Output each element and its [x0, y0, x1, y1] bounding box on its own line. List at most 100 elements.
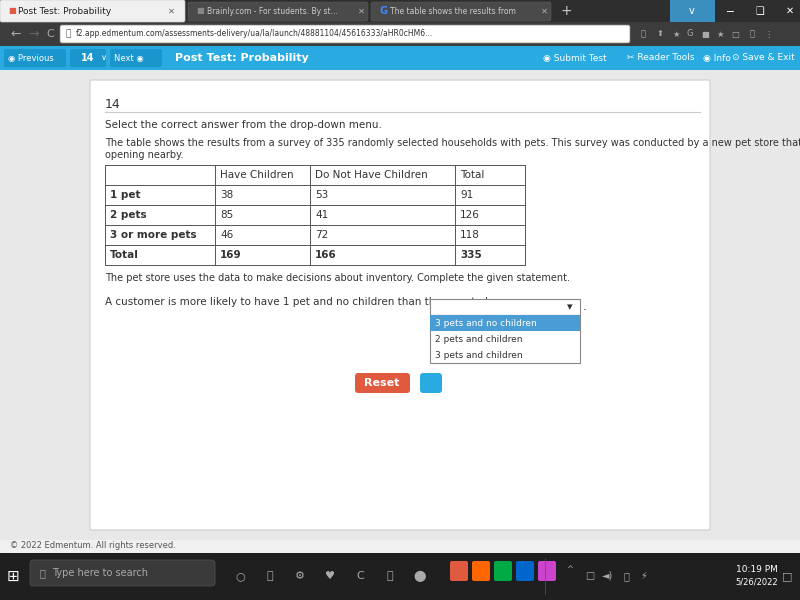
- Text: C: C: [356, 571, 364, 581]
- Text: 41: 41: [315, 210, 328, 220]
- FancyBboxPatch shape: [0, 0, 185, 22]
- Text: ⬆: ⬆: [657, 29, 663, 38]
- Text: ✕: ✕: [786, 6, 794, 16]
- Text: ▾: ▾: [567, 302, 573, 312]
- Text: Do Not Have Children: Do Not Have Children: [315, 170, 428, 180]
- Text: ❑: ❑: [756, 6, 764, 16]
- Bar: [670, 0, 715, 22]
- Text: The table shows the results from: The table shows the results from: [390, 7, 516, 16]
- Text: 1 pet: 1 pet: [110, 190, 141, 200]
- Text: C: C: [46, 29, 54, 39]
- Text: ✂ Reader Tools: ✂ Reader Tools: [627, 53, 694, 62]
- Text: →: →: [28, 28, 38, 40]
- Text: ★: ★: [716, 29, 724, 38]
- Text: f2.app.edmentum.com/assessments-delivery/ua/la/launch/48881104/45616333/aHR0cHM6: f2.app.edmentum.com/assessments-delivery…: [76, 29, 434, 38]
- Text: G: G: [686, 29, 694, 38]
- Text: Have Children: Have Children: [220, 170, 294, 180]
- Text: Next ◉: Next ◉: [114, 53, 144, 62]
- Text: ^: ^: [566, 565, 574, 575]
- Text: Post Test: Probability: Post Test: Probability: [175, 53, 309, 63]
- FancyBboxPatch shape: [90, 80, 710, 530]
- Text: 14: 14: [105, 98, 121, 111]
- Text: ◄): ◄): [602, 571, 614, 581]
- Text: ♥: ♥: [325, 571, 335, 581]
- Text: A customer is more likely to have 1 pet and no children than they are to have: A customer is more likely to have 1 pet …: [105, 297, 510, 307]
- Text: ←: ←: [10, 28, 21, 40]
- Text: Post Test: Probability: Post Test: Probability: [18, 7, 111, 16]
- Text: ⚙: ⚙: [295, 571, 305, 581]
- Text: 85: 85: [220, 210, 234, 220]
- Text: ⊙ Save & Exit: ⊙ Save & Exit: [732, 53, 794, 62]
- FancyBboxPatch shape: [516, 561, 534, 581]
- Bar: [430, 315, 580, 331]
- Text: Type here to search: Type here to search: [52, 568, 148, 578]
- Text: 118: 118: [460, 230, 480, 240]
- Text: □: □: [586, 571, 594, 581]
- Text: © 2022 Edmentum. All rights reserved.: © 2022 Edmentum. All rights reserved.: [10, 541, 176, 551]
- Text: ■: ■: [8, 7, 16, 16]
- FancyBboxPatch shape: [60, 25, 630, 43]
- Text: 3 pets and no children: 3 pets and no children: [435, 319, 537, 328]
- Text: 👤: 👤: [750, 29, 754, 38]
- Text: opening nearby.: opening nearby.: [105, 150, 183, 160]
- Text: □: □: [782, 571, 792, 581]
- Text: ◉ Previous: ◉ Previous: [8, 53, 54, 62]
- Text: □: □: [731, 29, 739, 38]
- Bar: [0, 46, 800, 70]
- Text: 46: 46: [220, 230, 234, 240]
- Text: 72: 72: [315, 230, 328, 240]
- Text: ■: ■: [196, 7, 204, 16]
- Text: ■: ■: [701, 29, 709, 38]
- Text: +: +: [560, 4, 572, 18]
- Text: ⬛: ⬛: [386, 571, 394, 581]
- Text: 166: 166: [315, 250, 337, 260]
- Text: ◉ Submit Test: ◉ Submit Test: [543, 53, 606, 62]
- Text: ✕: ✕: [358, 7, 365, 16]
- Text: 🔍: 🔍: [641, 29, 646, 38]
- FancyBboxPatch shape: [188, 2, 368, 21]
- FancyBboxPatch shape: [494, 561, 512, 581]
- FancyBboxPatch shape: [4, 49, 66, 67]
- Text: ∨: ∨: [101, 53, 107, 62]
- Text: 53: 53: [315, 190, 328, 200]
- Bar: [0, 540, 800, 553]
- Text: .: .: [583, 301, 587, 313]
- Text: 2 pets: 2 pets: [110, 210, 146, 220]
- Text: ⋮: ⋮: [764, 29, 772, 38]
- FancyBboxPatch shape: [371, 2, 551, 21]
- Text: 3 pets and children: 3 pets and children: [435, 350, 522, 359]
- FancyBboxPatch shape: [30, 560, 215, 586]
- Bar: [0, 0, 800, 22]
- Text: ★: ★: [672, 29, 680, 38]
- Text: 91: 91: [460, 190, 474, 200]
- FancyBboxPatch shape: [538, 561, 556, 581]
- Text: The table shows the results from a survey of 335 randomly selected households wi: The table shows the results from a surve…: [105, 138, 800, 148]
- Text: Total: Total: [110, 250, 139, 260]
- Text: 🔒: 🔒: [65, 29, 70, 38]
- Bar: [0, 70, 800, 540]
- Text: The pet store uses the data to make decisions about inventory. Complete the give: The pet store uses the data to make deci…: [105, 273, 570, 283]
- Text: 3 or more pets: 3 or more pets: [110, 230, 197, 240]
- FancyBboxPatch shape: [110, 49, 162, 67]
- Bar: [0, 553, 800, 600]
- Text: ✕: ✕: [167, 7, 174, 16]
- Bar: [430, 299, 580, 315]
- FancyBboxPatch shape: [450, 561, 468, 581]
- Text: 335: 335: [460, 250, 482, 260]
- Text: v: v: [689, 6, 695, 16]
- Text: G: G: [379, 6, 387, 16]
- Text: Total: Total: [460, 170, 484, 180]
- Text: ○: ○: [235, 571, 245, 581]
- FancyBboxPatch shape: [420, 373, 442, 393]
- Text: Select the correct answer from the drop-down menu.: Select the correct answer from the drop-…: [105, 120, 382, 130]
- Text: ⊞: ⊞: [6, 569, 19, 583]
- Text: Reset: Reset: [364, 378, 400, 388]
- Text: ⬤: ⬤: [414, 571, 426, 581]
- Text: ─: ─: [726, 6, 734, 16]
- Text: 38: 38: [220, 190, 234, 200]
- Text: 169: 169: [220, 250, 242, 260]
- Text: ✕: ✕: [541, 7, 547, 16]
- Text: ⚡: ⚡: [641, 571, 647, 581]
- FancyBboxPatch shape: [355, 373, 410, 393]
- Text: 5/26/2022: 5/26/2022: [736, 577, 778, 587]
